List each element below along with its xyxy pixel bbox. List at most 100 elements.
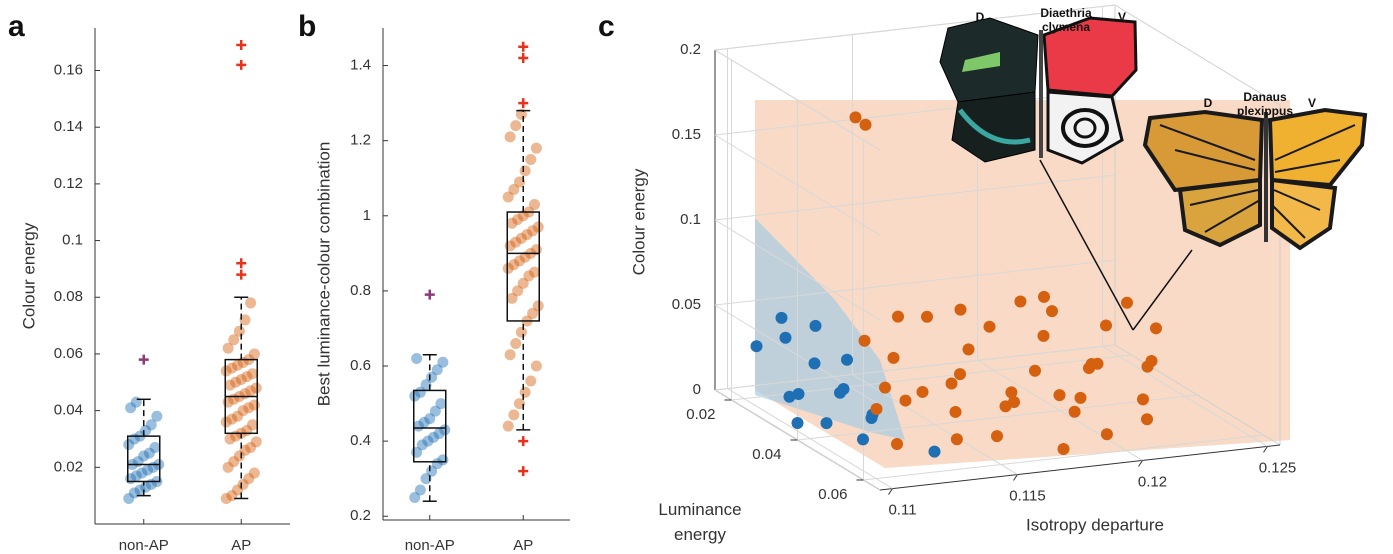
- data-point: [123, 492, 135, 504]
- data-point: [416, 439, 428, 451]
- data-point: [519, 165, 531, 177]
- data-point: [510, 337, 522, 349]
- annotation: Danaus plexippus: [1236, 90, 1293, 118]
- data-point: [502, 420, 514, 432]
- x-tick: [888, 488, 893, 495]
- data-point: [916, 385, 929, 398]
- data-point: [1121, 296, 1133, 309]
- data-point: [220, 365, 232, 377]
- data-point: [512, 285, 524, 297]
- outlier: [518, 41, 529, 52]
- data-point: [1141, 413, 1153, 426]
- data-point: [140, 481, 152, 493]
- data-point: [954, 303, 967, 316]
- x-tick-label: 0.11: [888, 502, 916, 519]
- data-point: [237, 478, 249, 490]
- data-point: [514, 398, 525, 410]
- box: [127, 435, 161, 483]
- data-point: [870, 402, 883, 415]
- x-tick: [1138, 460, 1143, 467]
- data-point: [250, 382, 262, 394]
- data-point: [418, 416, 430, 428]
- data-point: [954, 368, 966, 381]
- data-point: [1100, 319, 1112, 332]
- data-point: [517, 277, 529, 289]
- data-point: [525, 153, 537, 165]
- data-point: [519, 386, 531, 398]
- annotation: D: [1204, 96, 1213, 110]
- x-axis-label: Isotropy departure: [1026, 515, 1164, 534]
- data-point: [1008, 396, 1020, 408]
- data-point: [508, 259, 520, 271]
- data-point: [426, 465, 438, 477]
- data-point: [130, 396, 142, 408]
- y-tick-label: 0.02: [54, 458, 83, 475]
- y-tick-label: 1.4: [350, 57, 371, 74]
- x-tick: [1013, 474, 1018, 481]
- grid-line: [714, 259, 1116, 306]
- data-point: [508, 409, 520, 421]
- data-point: [123, 439, 135, 451]
- data-point: [424, 413, 436, 425]
- data-point: [220, 416, 232, 428]
- data-point: [515, 232, 527, 244]
- data-point: [529, 266, 540, 278]
- data-point: [1074, 391, 1087, 404]
- z-tick-label: 0.2: [680, 41, 701, 58]
- data-point: [232, 484, 243, 496]
- data-point: [508, 183, 520, 195]
- data-point: [1046, 305, 1058, 318]
- data-point: [1141, 360, 1154, 373]
- y-tick-label: 0.04: [752, 446, 781, 463]
- y-axis-label: Colour energy: [19, 222, 38, 329]
- y-axis-label: Luminance energy: [658, 500, 742, 544]
- data-point: [1029, 364, 1041, 377]
- data-point: [899, 394, 912, 407]
- outlier: [236, 40, 247, 51]
- data-point: [530, 360, 542, 372]
- data-point: [420, 379, 432, 391]
- data-point: [239, 314, 251, 326]
- grid-line: [863, 434, 1264, 481]
- data-point: [435, 398, 447, 410]
- data-point: [841, 353, 853, 366]
- data-point: [433, 428, 445, 440]
- data-point: [502, 262, 514, 274]
- data-point: [921, 310, 933, 323]
- y-tick-label: 0.06: [818, 486, 847, 503]
- annotation: V: [1308, 96, 1316, 110]
- data-point: [928, 445, 941, 458]
- data-point: [245, 297, 257, 309]
- y-tick-label: 0.16: [54, 61, 83, 78]
- fit-plane: [755, 100, 1290, 468]
- data-point: [962, 343, 975, 356]
- data-point: [808, 357, 821, 370]
- grid-line: [714, 174, 1116, 221]
- annotation-box: Diaethria clymena: [1040, 6, 1091, 34]
- data-point: [779, 331, 792, 344]
- data-point: [426, 371, 438, 383]
- data-point: [849, 111, 862, 124]
- data-point: [529, 199, 540, 211]
- data-point: [504, 349, 516, 361]
- data-point: [235, 373, 247, 385]
- data-point: [250, 436, 262, 448]
- data-point: [429, 405, 441, 417]
- data-point: [750, 340, 763, 353]
- data-point: [991, 430, 1003, 443]
- grid-line: [714, 4, 1116, 51]
- data-point: [887, 351, 900, 364]
- data-point: [523, 270, 535, 282]
- y-tick-label: 0.2: [350, 507, 371, 524]
- data-point: [409, 491, 421, 503]
- data-point: [232, 410, 243, 422]
- outlier: [236, 269, 247, 280]
- data-point: [521, 229, 533, 241]
- y-axis-label: Best luminance-colour combination: [314, 142, 333, 407]
- data-point: [134, 484, 146, 496]
- butterfly-diaethria: [939, 16, 1138, 165]
- data-point: [228, 456, 240, 468]
- data-point: [220, 492, 232, 504]
- data-point: [514, 255, 525, 267]
- data-point: [143, 447, 155, 459]
